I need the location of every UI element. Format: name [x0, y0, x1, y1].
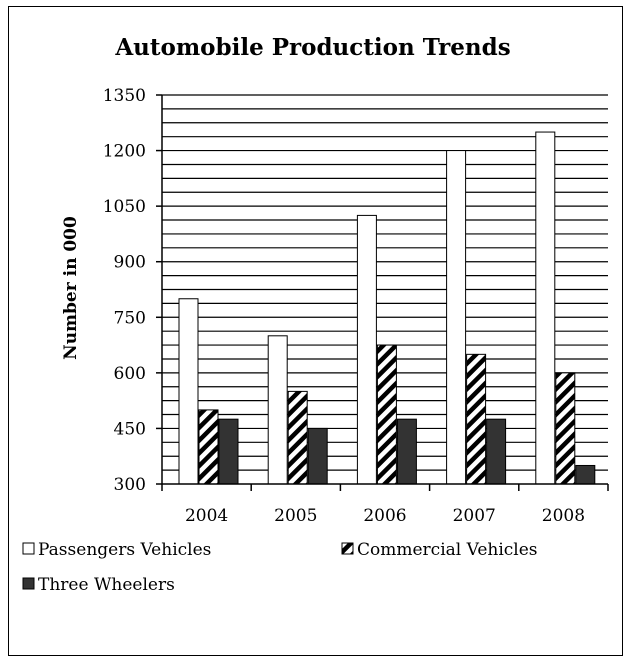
y-tick-label: 900: [114, 253, 146, 273]
bar-commercial-vehicles-2006: [376, 344, 397, 485]
x-tick-labels: 2004 2005 2006 2007 2008: [185, 506, 585, 526]
legend-label: Commercial Vehicles: [357, 540, 538, 560]
bar-three-wheelers-2007: [486, 418, 507, 485]
x-tick-label: 2008: [542, 506, 585, 526]
x-tick-label: 2007: [453, 506, 496, 526]
y-tick-labels: 300 450 600 750 900 1050 1200 1350: [103, 86, 146, 495]
x-tick-label: 2005: [274, 506, 317, 526]
bar-commercial-vehicles-2007: [466, 353, 487, 485]
bar-commercial-vehicles-2005: [287, 390, 308, 485]
bars: [178, 131, 596, 485]
bar-passengers-vehicles-2007: [446, 150, 467, 485]
legend-swatch: [341, 542, 354, 555]
legend-swatch: [22, 542, 35, 555]
legend-swatch: [22, 577, 35, 590]
bar-passengers-vehicles-2008: [535, 131, 556, 485]
chart-title: Automobile Production Trends: [114, 34, 510, 61]
y-tick-label: 300: [114, 475, 146, 495]
bar-passengers-vehicles-2004: [178, 298, 199, 485]
bar-passengers-vehicles-2005: [267, 335, 288, 485]
bar-passengers-vehicles-2006: [356, 214, 377, 485]
bar-three-wheelers-2005: [307, 427, 328, 485]
y-tick-label: 1200: [103, 142, 146, 162]
x-tick-label: 2006: [363, 506, 406, 526]
y-tick-label: 1350: [103, 86, 146, 106]
bar-three-wheelers-2006: [396, 418, 417, 485]
legend-label: Passengers Vehicles: [38, 540, 211, 560]
y-axis-label: Number in 000: [61, 216, 81, 360]
y-tick-label: 450: [114, 419, 146, 439]
bar-commercial-vehicles-2008: [555, 372, 576, 485]
x-tick-label: 2004: [185, 506, 228, 526]
y-tick-label: 600: [114, 364, 146, 384]
y-tick-label: 1050: [103, 197, 146, 217]
legend-label: Three Wheelers: [38, 575, 175, 595]
bar-commercial-vehicles-2004: [198, 409, 219, 485]
bar-three-wheelers-2004: [218, 418, 239, 485]
legend: Passengers Vehicles Commercial Vehicles Th…: [22, 540, 538, 595]
y-tick-label: 750: [114, 308, 146, 328]
axes: [156, 94, 609, 491]
bar-three-wheelers-2008: [575, 464, 596, 485]
